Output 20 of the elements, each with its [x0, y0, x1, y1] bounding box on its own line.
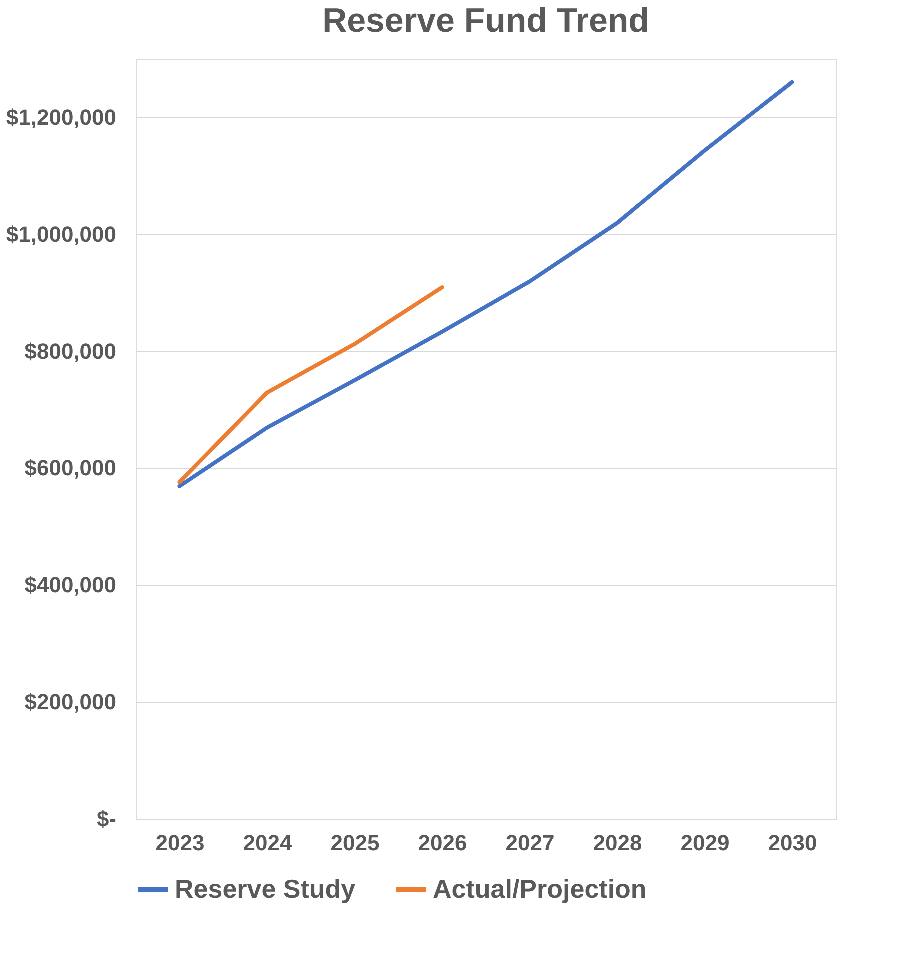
- chart-title: Reserve Fund Trend: [322, 2, 650, 40]
- x-tick-label: 2029: [680, 830, 730, 856]
- x-tick-label: 2023: [156, 830, 205, 856]
- y-tick-label: $200,000: [24, 690, 116, 715]
- y-tick-label: $-: [96, 806, 116, 832]
- y-tick-label: $400,000: [24, 572, 116, 598]
- x-tick-label: 2024: [243, 830, 293, 856]
- x-tick-label: 2026: [418, 830, 468, 856]
- line-series: [178, 80, 794, 488]
- line-series: [178, 286, 444, 484]
- legend-label: Actual/Projection: [433, 874, 647, 904]
- x-tick-label: 2030: [768, 830, 818, 856]
- x-tick-label: 2025: [330, 830, 380, 856]
- y-tick-label: $600,000: [24, 456, 116, 481]
- x-tick-label: 2027: [506, 830, 555, 856]
- x-tick-label: 2028: [593, 830, 642, 856]
- y-tick-label: $800,000: [24, 338, 116, 364]
- y-tick-label: $1,200,000: [6, 104, 116, 130]
- y-tick-label: $1,000,000: [6, 222, 116, 247]
- legend-label: Reserve Study: [175, 874, 356, 904]
